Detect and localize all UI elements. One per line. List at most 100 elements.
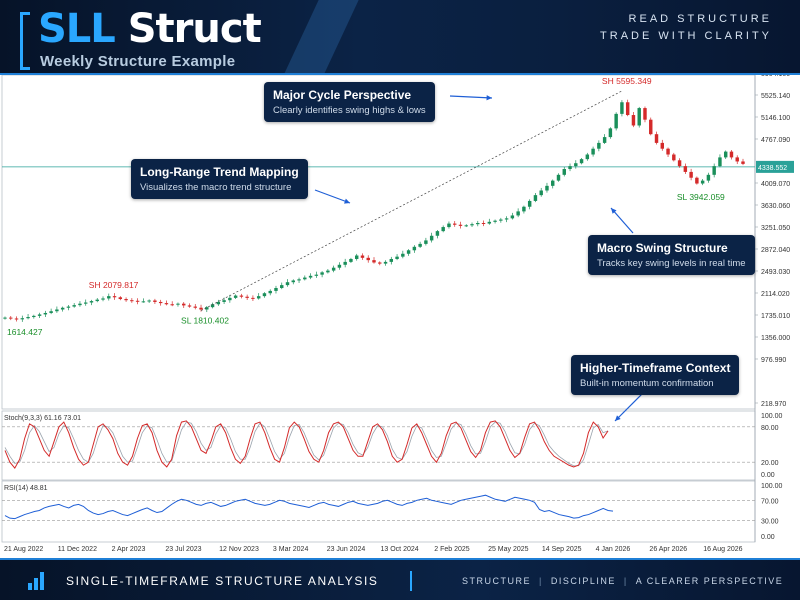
- swing-label: 1614.427: [7, 327, 43, 337]
- candle-body: [683, 166, 688, 172]
- brand-part2: Struct: [127, 6, 262, 52]
- candle-body: [527, 200, 532, 207]
- candle-body: [706, 174, 711, 181]
- candle-body: [608, 128, 613, 138]
- candle-body: [153, 300, 157, 302]
- candle-body: [516, 211, 520, 216]
- candle-body: [631, 115, 636, 126]
- candle-body: [412, 246, 417, 251]
- candle-body: [262, 293, 267, 297]
- y-tick-label: 3251.050: [761, 225, 790, 232]
- candle-body: [331, 267, 336, 271]
- swing-label: SL 1810.402: [181, 316, 229, 326]
- candle-body: [233, 295, 238, 298]
- rsi-title: RSI(14) 48.81: [4, 485, 48, 492]
- callout-macro-swing: Macro Swing Structure Tracks key swing l…: [588, 235, 755, 275]
- candle-body: [210, 304, 215, 308]
- candle-body: [464, 225, 468, 227]
- x-tick-label: 3 Mar 2024: [273, 546, 309, 553]
- callout-arrow: [610, 207, 634, 234]
- candle-body: [372, 260, 376, 263]
- candle-body: [205, 307, 209, 310]
- arrow-head: [486, 95, 492, 101]
- candle-body: [395, 256, 399, 259]
- candle-body: [712, 166, 716, 175]
- candle-body: [72, 305, 76, 307]
- candle-body: [216, 301, 221, 305]
- candle-body: [135, 300, 140, 302]
- candle-body: [741, 161, 745, 164]
- candle-body: [383, 261, 388, 264]
- x-tick-label: 12 Nov 2023: [219, 546, 259, 553]
- candle-body: [130, 300, 134, 302]
- candle-body: [579, 159, 584, 164]
- candle-body: [689, 171, 693, 178]
- tagline-line2: TRADE WITH CLARITY: [600, 30, 772, 42]
- candle-body: [101, 298, 105, 300]
- callout-subtitle: Visualizes the macro trend structure: [140, 182, 292, 193]
- candle-body: [49, 311, 53, 313]
- candle-body: [360, 255, 365, 258]
- candle-body: [677, 160, 682, 167]
- trend-line: [200, 90, 623, 311]
- candle-body: [562, 169, 566, 175]
- stoch-k-line: [4, 420, 609, 469]
- candle-body: [112, 296, 117, 298]
- candle-body: [470, 224, 474, 226]
- y-tick-label: 20.00: [761, 460, 779, 467]
- candle-body: [268, 290, 272, 294]
- swing-label: SH 5595.349: [602, 76, 652, 86]
- swing-label: SH 2079.817: [89, 280, 139, 290]
- swing-label: SL 3942.059: [677, 192, 725, 202]
- footer-tag: STRUCTURE: [462, 576, 531, 586]
- candle-body: [95, 299, 99, 302]
- candle-body: [401, 253, 405, 257]
- brand-bracket: [20, 12, 30, 70]
- callout-title: Macro Swing Structure: [597, 241, 728, 255]
- candle-body: [533, 195, 538, 201]
- candle-body: [522, 206, 526, 212]
- candle-body: [164, 303, 169, 305]
- candle-body: [193, 306, 197, 308]
- candle-body: [274, 288, 278, 291]
- candle-body: [14, 318, 19, 320]
- x-tick-label: 26 Apr 2026: [649, 546, 687, 553]
- chart-svg: 5904.100 5525.140 5146.100 4767.090 4009.070…: [1, 75, 794, 553]
- candle-body: [654, 134, 659, 143]
- candle-body: [199, 307, 203, 310]
- candle-body: [55, 309, 59, 312]
- candle-body: [649, 119, 653, 135]
- candle-body: [481, 222, 486, 224]
- callout-major-cycle: Major Cycle Perspective Clearly identifi…: [264, 82, 435, 122]
- y-tick-label: 80.00: [761, 425, 779, 432]
- brand-logo: SLL Struct: [38, 6, 262, 52]
- y-tick-label: 0.00: [761, 534, 775, 541]
- brand-subtitle: Weekly Structure Example: [40, 53, 236, 70]
- callout-long-range: Long-Range Trend Mapping Visualizes the …: [131, 159, 308, 199]
- candle-body: [429, 235, 434, 241]
- candle-body: [660, 142, 664, 149]
- candle-body: [26, 317, 30, 319]
- x-tick-label: 23 Jun 2024: [327, 546, 366, 553]
- callout-subtitle: Tracks key swing levels in real time: [597, 258, 746, 269]
- header-banner: SLL Struct Weekly Structure Example READ…: [0, 0, 800, 75]
- y-tick-label: 2872.040: [761, 247, 790, 254]
- candle-body: [729, 151, 734, 158]
- callout-arrow: [314, 189, 351, 204]
- candle-body: [182, 303, 186, 306]
- candle-body: [3, 317, 7, 319]
- candle-body: [222, 300, 226, 302]
- tagline-line1: READ STRUCTURE: [628, 13, 772, 25]
- candle-body: [32, 315, 36, 318]
- x-tick-label: 13 Oct 2024: [381, 546, 419, 553]
- arrow-head: [611, 208, 617, 214]
- candle-body: [556, 174, 561, 181]
- y-tick-label: 5146.100: [761, 115, 790, 122]
- candle-body: [256, 296, 261, 299]
- bar-chart-icon: [28, 572, 48, 590]
- candle-body: [89, 301, 94, 303]
- candle-body: [700, 180, 705, 184]
- candle-body: [84, 302, 88, 304]
- x-tick-label: 11 Dec 2022: [58, 546, 97, 553]
- candle-body: [458, 224, 463, 226]
